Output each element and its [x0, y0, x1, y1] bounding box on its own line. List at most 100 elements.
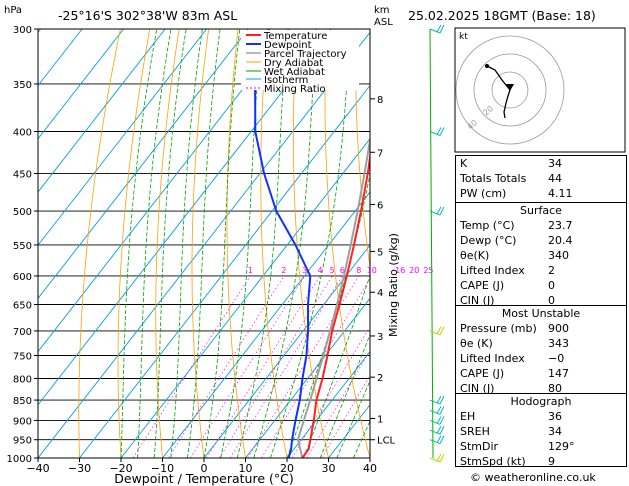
wind-barb-flag [436, 127, 442, 135]
wind-barb-flag [436, 416, 442, 424]
index-label: Totals Totals [460, 172, 527, 185]
mixing-ratio-line [190, 275, 305, 458]
most-unstable-box: Most Unstable Pressure (mb) 900 θe (K) 343… [455, 305, 627, 395]
temperature-tick-label: 20 [280, 462, 294, 475]
pressure-tick-label: 900 [13, 416, 32, 427]
pressure-tick-label: 350 [13, 80, 32, 91]
km-tick-label: LCL [377, 436, 396, 447]
pressure-tick-label: 750 [13, 351, 32, 362]
pressure-tick-label: 850 [13, 396, 32, 407]
mixing-ratio-label: 4 [317, 266, 322, 275]
temperature-tick-label: 10 [239, 462, 253, 475]
mixing-ratio-label: 2 [281, 266, 286, 275]
hodograph-trace-low [503, 89, 511, 119]
legend-dewpoint: Dewpoint [264, 40, 312, 51]
isotherm-line [162, 191, 370, 458]
km-tick-label: 8 [377, 95, 383, 106]
pressure-tick-label: 650 [13, 301, 32, 312]
wet-adiabat-line [303, 274, 370, 458]
index-row: Totals Totals 44 [456, 171, 626, 186]
dry-adiabat-line [155, 29, 180, 458]
mu-label: CIN (J) [460, 382, 495, 395]
surface-label: θe(K) [460, 249, 490, 262]
dry-adiabat-line [226, 29, 246, 458]
background-lines [38, 29, 370, 458]
legend-temperature: Temperature [263, 31, 327, 42]
wind-barb-staff [429, 457, 441, 463]
mixing-ratio-line [291, 325, 370, 458]
hodo-label: SREH [460, 425, 490, 438]
height-unit-km: km [374, 5, 390, 16]
hodo-row: StmSpd (kt) 9 [456, 454, 626, 469]
wet-adiabat-line [253, 29, 317, 458]
wind-barb-flag [436, 24, 442, 33]
mixing-ratio-label: 25 [423, 266, 433, 275]
hodograph-table-box: Hodograph EH 36 SREH 34 StmDir 129° StmSpd … [455, 393, 627, 469]
storm-motion-marker [506, 84, 514, 91]
km-tick-label: 1 [377, 414, 383, 425]
surface-row: Dewp (°C) 20.4 [456, 233, 626, 248]
km-tick-label: 2 [377, 373, 383, 384]
mu-row: θe (K) 343 [456, 336, 626, 351]
legend-parcel: Parcel Trajectory [264, 49, 347, 60]
legend-wet-adiabat: Wet Adiabat [264, 67, 325, 78]
wind-barb-flag [439, 425, 445, 435]
mixing-ratio-label: 16 [395, 266, 405, 275]
wet-adiabat-line [336, 379, 370, 458]
hodograph-unit: kt [459, 32, 468, 42]
most-unstable-title: Most Unstable [501, 307, 581, 320]
wind-barb-flag [436, 425, 442, 434]
wet-adiabat-line [120, 29, 158, 458]
isotherm-line [38, 29, 166, 193]
wind-barb-flag [436, 326, 442, 335]
hodograph-trace-high [486, 65, 511, 91]
mixing-ratio-line [247, 275, 359, 458]
surface-value: 2 [548, 264, 555, 277]
surface-value: 23.7 [548, 219, 573, 232]
mu-value: −0 [548, 352, 565, 365]
mu-value: 343 [548, 337, 569, 350]
pressure-tick-label: 500 [13, 207, 32, 218]
isotherm-line [38, 29, 290, 353]
hodo-label: StmSpd (kt) [460, 455, 526, 468]
hodo-value: 9 [548, 455, 555, 468]
wet-adiabat-line [220, 29, 263, 458]
mu-label: Pressure (mb) [460, 322, 537, 335]
wind-barb-staff [429, 409, 441, 415]
surface-value: 340 [548, 249, 569, 262]
isotherm-line [38, 29, 124, 140]
isotherm-line [38, 29, 332, 406]
wind-barb [429, 206, 445, 216]
pressure-tick-label: 800 [13, 374, 32, 385]
mu-value: 147 [548, 367, 569, 380]
dry-adiabat-line [260, 29, 288, 458]
surface-label: CAPE (J) [460, 279, 505, 292]
legend-dry-adiabat: Dry Adiabat [264, 58, 323, 69]
wind-barb-flag [439, 326, 445, 336]
mixing-ratio-label: 6 [340, 266, 345, 275]
temperature-tick-label: −10 [151, 462, 174, 475]
mu-label: CAPE (J) [460, 367, 505, 380]
mu-value: 900 [548, 322, 569, 335]
date-label: 25.02.2025 18GMT (Base: 18) [408, 8, 596, 23]
wind-barb [429, 435, 445, 445]
hodograph: kt 20 40 [454, 27, 626, 153]
wind-barb-staff [429, 28, 441, 34]
surface-value: 20.4 [548, 234, 573, 247]
hodo-row: StmDir 129° [456, 439, 626, 454]
km-tick-label: 3 [377, 332, 383, 343]
hodo-row: SREH 34 [456, 424, 626, 439]
km-tick-label: 6 [377, 201, 383, 212]
pressure-tick-label: 450 [13, 169, 32, 180]
pressure-tick-label: 400 [13, 128, 32, 139]
hodo-value: 36 [548, 410, 562, 423]
surface-label: Lifted Index [460, 264, 525, 277]
wind-barb-flag [439, 453, 445, 463]
mixing-ratio-line [306, 349, 370, 458]
x-axis-label: Dewpoint / Temperature (°C) [114, 471, 293, 486]
wind-barb-flag [439, 206, 445, 216]
mu-label: Lifted Index [460, 352, 525, 365]
wind-barb-flag [439, 416, 445, 425]
surface-value: 0 [548, 294, 555, 307]
temperature-tick-label: 30 [322, 462, 336, 475]
